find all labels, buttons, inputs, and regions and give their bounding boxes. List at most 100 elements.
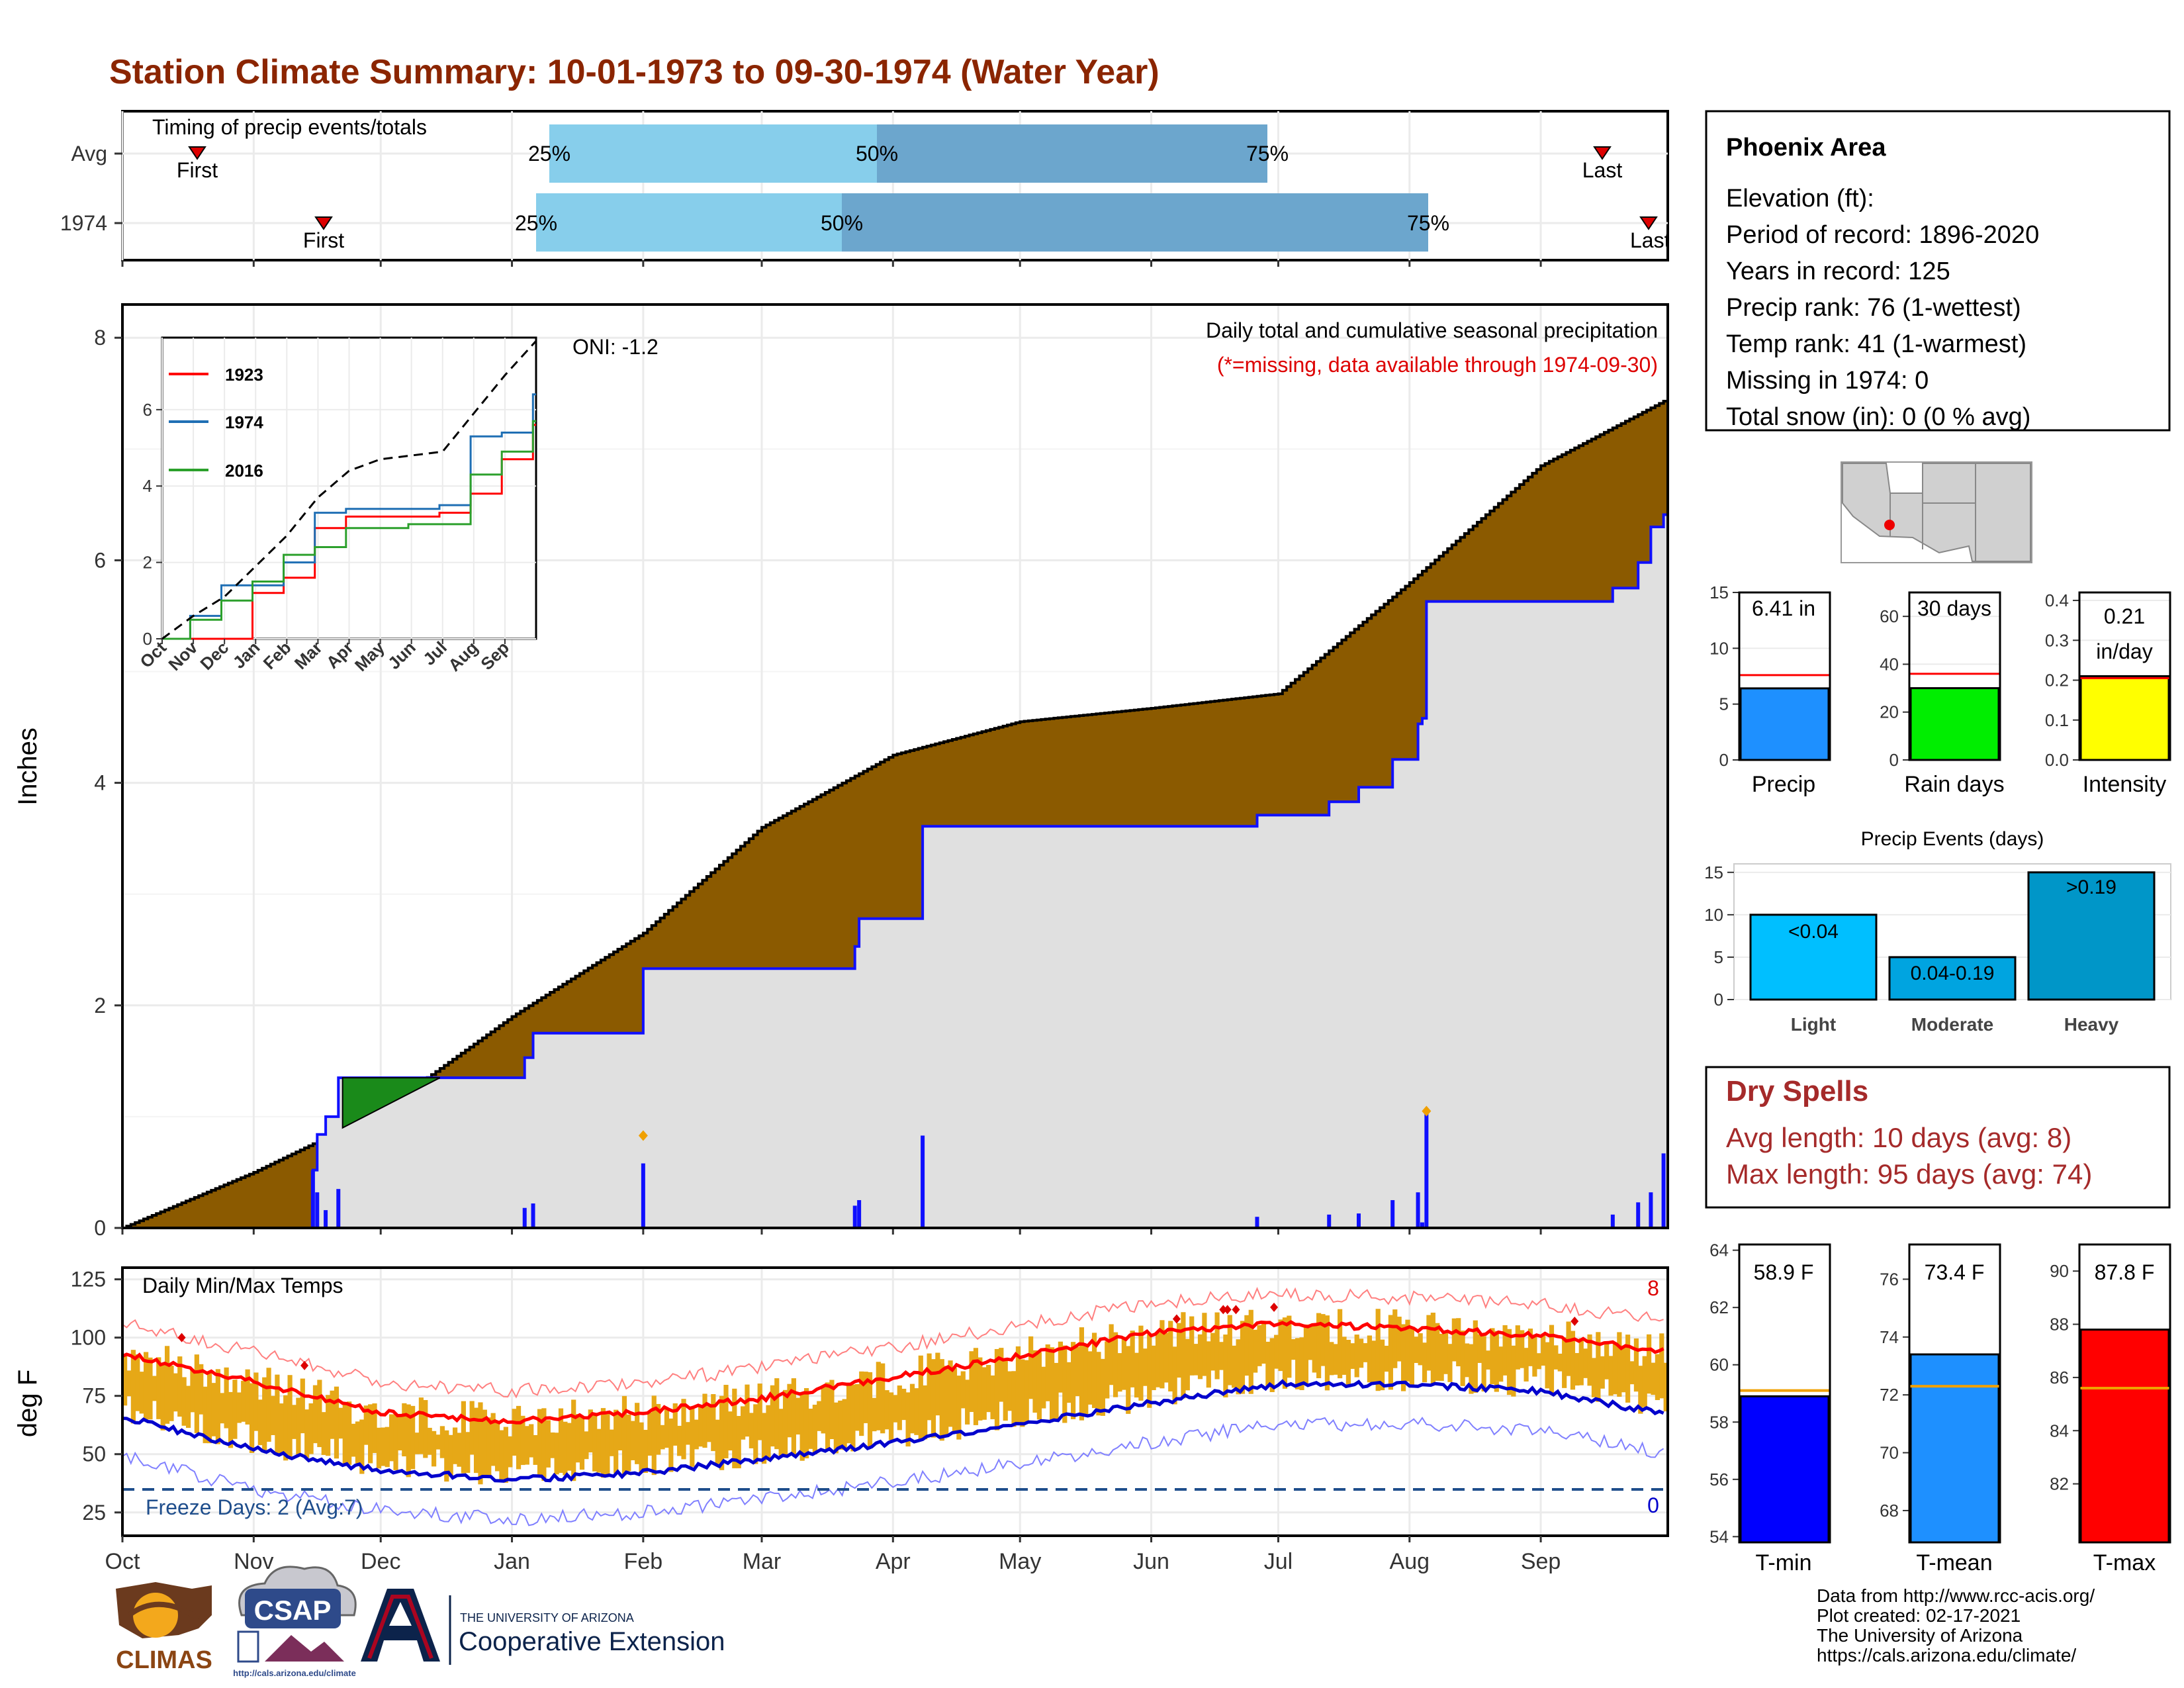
temp-range-bar: [796, 1397, 801, 1435]
temp-range-bar: [1155, 1333, 1161, 1387]
temp-range-bar: [1629, 1361, 1635, 1385]
temp-range-bar: [833, 1402, 839, 1454]
temp-range-bar: [1223, 1335, 1228, 1397]
temp-range-bar: [1655, 1354, 1661, 1401]
temp-range-bar: [761, 1413, 767, 1464]
temp-range-bar: [846, 1385, 852, 1444]
temp-range-bar: [1036, 1352, 1042, 1420]
csap-wordmark: CSAP: [254, 1595, 332, 1626]
temp-range-bar: [1511, 1345, 1516, 1397]
temp-y-tick-label: 25: [82, 1501, 106, 1524]
temp-range-bar: [152, 1376, 157, 1401]
temp-range-bar: [854, 1383, 860, 1431]
temp-range-bar: [1028, 1336, 1034, 1399]
temp-range-bar: [1388, 1315, 1393, 1390]
temp-range-bar: [351, 1423, 356, 1457]
daily-precip-bar: [1390, 1199, 1395, 1228]
temp-range-bar: [1070, 1342, 1076, 1419]
temp-range-bar: [287, 1375, 293, 1459]
mini-bar-tick-label: 0.2: [2045, 671, 2069, 690]
temp-bar-tick-label: 72: [1880, 1385, 1899, 1405]
temp-range-bar: [668, 1418, 674, 1472]
temp-range-bar: [1608, 1356, 1614, 1396]
temp-range-bar: [812, 1405, 817, 1455]
temp-range-bar: [321, 1412, 326, 1455]
footer-data-source: Data from http://www.rcc-acis.org/: [1817, 1585, 2095, 1606]
mini-bar-tick-label: 0: [1889, 750, 1899, 770]
temp-range-bar: [499, 1430, 504, 1481]
station-info: Phoenix Area Elevation (ft): Period of r…: [1705, 110, 2171, 432]
temp-range-bar: [312, 1385, 318, 1444]
temp-range-bar: [368, 1404, 373, 1464]
temp-range-bar: [402, 1403, 407, 1457]
temp-range-bar: [164, 1346, 170, 1424]
dry-spells: Dry Spells Avg length: 10 days (avg: 8) …: [1705, 1066, 2171, 1209]
temp-bar-tick-label: 86: [2050, 1368, 2069, 1387]
temp-range-bar: [257, 1399, 263, 1446]
temp-range-bar: [300, 1378, 305, 1434]
mini-bar-tick-label: 0.4: [2045, 590, 2069, 610]
temp-range-bar: [999, 1348, 1004, 1402]
temp-range-bar: [702, 1393, 707, 1448]
temp-range-bar: [690, 1408, 695, 1467]
dry-spells-frame: [1705, 1066, 2171, 1209]
avg-min-line: [122, 1379, 1664, 1483]
temp-range-bar: [660, 1425, 665, 1450]
mini-bar-tick-label: 40: [1880, 654, 1899, 674]
temp-range-bar: [1384, 1345, 1389, 1372]
temp-range-bar: [177, 1356, 183, 1417]
temp-range-bar: [635, 1403, 640, 1464]
temp-range-bar: [596, 1429, 602, 1473]
mini-bar-tick-label: 0.3: [2045, 630, 2069, 650]
temp-range-bar: [1400, 1324, 1406, 1391]
temp-range-bar: [808, 1409, 813, 1449]
temp-range-bar: [1363, 1343, 1368, 1362]
temp-bar-tick-label: 68: [1880, 1501, 1899, 1521]
temp-range-bar: [550, 1432, 555, 1458]
timing-avg-bar-25-50: [549, 124, 877, 183]
temp-range-bar: [427, 1427, 432, 1455]
temp-range-bar: [978, 1357, 983, 1421]
csap-url: http://cals.arizona.edu/climate: [233, 1668, 356, 1678]
temp-range-bar: [1274, 1335, 1279, 1369]
daily-precip-bar: [531, 1203, 535, 1228]
temp-range-bar: [1409, 1328, 1414, 1387]
temp-range-bar: [1354, 1335, 1359, 1378]
temp-range-bar: [1299, 1337, 1304, 1390]
temp-range-bar: [211, 1383, 216, 1436]
temp-range-bar: [799, 1393, 805, 1461]
temp-range-bar: [148, 1357, 153, 1420]
temp-range-bar: [156, 1357, 161, 1419]
temp-range-bar: [266, 1368, 271, 1442]
temp-range-bar: [1324, 1315, 1330, 1391]
temp-range-bar: [821, 1385, 826, 1434]
temp-x-tick-label: Aug: [1390, 1549, 1430, 1574]
temp-range-bar: [1625, 1335, 1631, 1403]
temp-bar-tick-label: 82: [2050, 1474, 2069, 1494]
temp-x-axis: Oct Nov Dec Jan Feb Mar Apr May Jun Jul Aug Sep: [105, 1536, 1561, 1574]
temp-range-bar: [326, 1395, 331, 1456]
temp-range-bar: [275, 1374, 280, 1454]
temp-range-bar: [715, 1419, 720, 1464]
record-high-marker-icon: [177, 1333, 186, 1342]
temp-range-bar: [803, 1387, 809, 1459]
temp-range-bar: [215, 1369, 220, 1444]
daily-precip-bar: [1661, 1153, 1666, 1228]
avg-max-line: [121, 1320, 1664, 1425]
temp-range-bar: [1541, 1335, 1546, 1366]
temp-range-bar: [199, 1364, 204, 1415]
temp-range-bar: [169, 1366, 174, 1421]
tmin-value: 58.9 F: [1754, 1260, 1814, 1284]
dry-spells-avg: Avg length: 10 days (avg: 8): [1726, 1122, 2071, 1153]
temp-range-bar: [876, 1362, 881, 1430]
temp-range-bar: [1329, 1342, 1334, 1376]
daily-max-marker-icon: [1422, 1105, 1432, 1117]
temp-range-bar: [1422, 1342, 1428, 1383]
station-period: Period of record: 1896-2020: [1726, 221, 2039, 249]
temp-y-axis: 25 50 75 100 125: [71, 1268, 122, 1524]
temp-range-bar: [1443, 1332, 1449, 1374]
temp-range-bar: [363, 1405, 369, 1445]
temp-range-bar: [880, 1363, 886, 1434]
precip-y-tick-label: 2: [94, 994, 106, 1017]
precip-events-chart: 0 5 10 15: [1704, 863, 2171, 1009]
